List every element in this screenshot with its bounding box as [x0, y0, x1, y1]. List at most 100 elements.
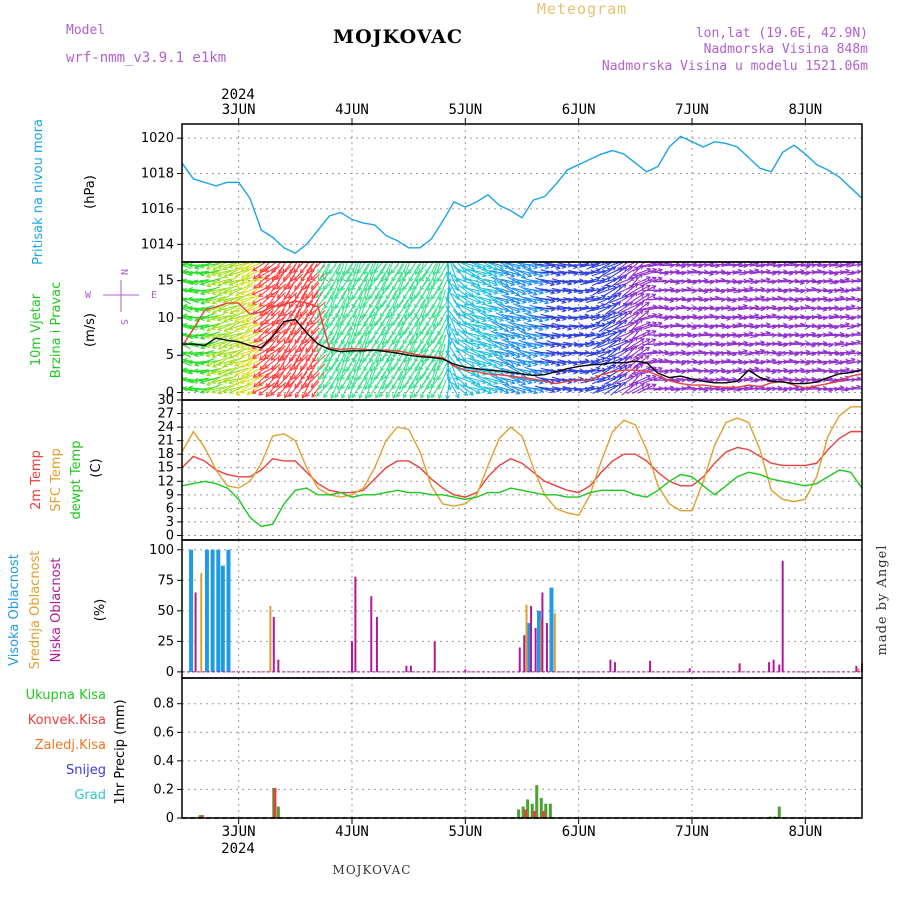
wind-barb: [534, 287, 555, 294]
wind-barb-head: [407, 302, 412, 308]
wind-barb: [409, 272, 420, 291]
high-cloud-bar: [537, 610, 541, 672]
wind-barb: [259, 262, 271, 273]
wind-barb-head: [271, 320, 277, 326]
wind-barb-head: [311, 392, 317, 398]
wind-barb-head: [305, 293, 310, 299]
wind-barb-head: [856, 262, 862, 268]
wind-barb: [642, 262, 663, 268]
wind-barb: [517, 269, 538, 275]
wind-barb-head: [187, 359, 193, 365]
wind-barb: [473, 383, 492, 394]
wind-barb-head: [645, 329, 651, 335]
wind-barb: [206, 287, 226, 293]
wind-barb-head: [409, 384, 414, 390]
wind-barb-head: [205, 343, 211, 349]
wind-barb: [253, 319, 270, 334]
wind-barb: [223, 303, 243, 313]
wind-barb: [512, 376, 532, 384]
wind-barb-head: [431, 357, 437, 363]
wind-barb: [404, 262, 411, 275]
wind-barb-head: [409, 394, 415, 400]
year-top: 2024: [221, 87, 255, 103]
wind-barb-head: [386, 304, 391, 310]
wind-barb: [217, 358, 238, 366]
wind-barb: [380, 308, 392, 327]
wind-barb-head: [194, 307, 200, 313]
wind-barb-head: [212, 363, 218, 368]
wind-barb-head: [306, 375, 312, 381]
wind-barb: [687, 324, 708, 328]
wind-barb: [676, 263, 697, 267]
date-label-bottom: 4JUN: [335, 824, 369, 840]
wind-barb: [653, 288, 674, 293]
wind-barb: [336, 262, 345, 283]
wind-barb-head: [329, 384, 335, 390]
wind-barb-head: [516, 264, 522, 270]
wind-barb-head: [363, 322, 369, 328]
wind-barb: [591, 305, 612, 312]
wind-barb: [207, 374, 225, 386]
wind-barb: [540, 269, 561, 276]
wind-barb-head: [316, 347, 321, 353]
wind-barb-head: [193, 352, 199, 358]
wind-barb-head: [398, 385, 404, 391]
wind-barb-head: [403, 393, 408, 399]
wind-barb: [546, 340, 566, 348]
wind-barb: [489, 295, 509, 304]
wind-barb-head: [188, 369, 193, 375]
wind-barb-head: [353, 322, 358, 328]
wind-barb-head: [200, 290, 206, 296]
wind-barb-head: [284, 295, 289, 300]
wind-barb-head: [217, 281, 223, 287]
wind-barb-head: [482, 370, 488, 376]
wind-barb: [846, 298, 862, 301]
wind-barb-head: [445, 350, 451, 356]
wind-barb-head: [487, 291, 493, 296]
wind-barb: [461, 384, 481, 394]
wind-barb: [379, 282, 393, 299]
wind-barb: [368, 273, 382, 290]
wind-barb: [235, 374, 254, 386]
wind-barb-head: [278, 312, 283, 318]
wind-barb: [483, 278, 504, 285]
wind-barb: [490, 276, 509, 287]
wind-barb-head: [510, 281, 516, 287]
wind-barb-head: [425, 366, 430, 372]
wind-barb-head: [397, 269, 403, 275]
wind-barb-head: [289, 375, 295, 381]
wind-barb: [229, 302, 248, 315]
wind-barb-head: [346, 331, 352, 337]
wind-barb: [335, 343, 346, 363]
wind-barb: [500, 332, 521, 338]
wind-barb: [676, 360, 697, 364]
wind-barb-head: [329, 321, 334, 327]
wind-barb-head: [182, 357, 188, 363]
wind-barb: [189, 288, 209, 293]
wind-barb-head: [310, 285, 316, 290]
wind-barb-head: [374, 276, 379, 282]
wind-barb-head: [397, 357, 402, 363]
wind-barb: [817, 351, 839, 355]
wind-barb: [438, 334, 447, 354]
low-cloud-bar: [768, 662, 771, 672]
wind-barb-head: [257, 381, 263, 387]
wind-barb: [347, 361, 357, 381]
wind-barb: [461, 304, 481, 312]
wind-barb: [352, 290, 363, 309]
wind-barb: [591, 321, 611, 331]
wind-barb: [631, 383, 651, 394]
wind-barb: [290, 263, 301, 282]
wind-barb: [846, 378, 862, 381]
wind-barb: [540, 323, 561, 330]
wind-barb-head: [532, 291, 538, 296]
wind-barb: [276, 273, 292, 289]
wind-barb: [456, 293, 474, 306]
wind-barb: [342, 343, 351, 363]
wind-barb-head: [270, 356, 276, 361]
wind-barb: [217, 366, 237, 375]
wind-barb-head: [324, 322, 330, 328]
wind-barb-head: [430, 330, 435, 335]
wind-barb-head: [182, 386, 188, 392]
wind-barb: [586, 348, 606, 358]
